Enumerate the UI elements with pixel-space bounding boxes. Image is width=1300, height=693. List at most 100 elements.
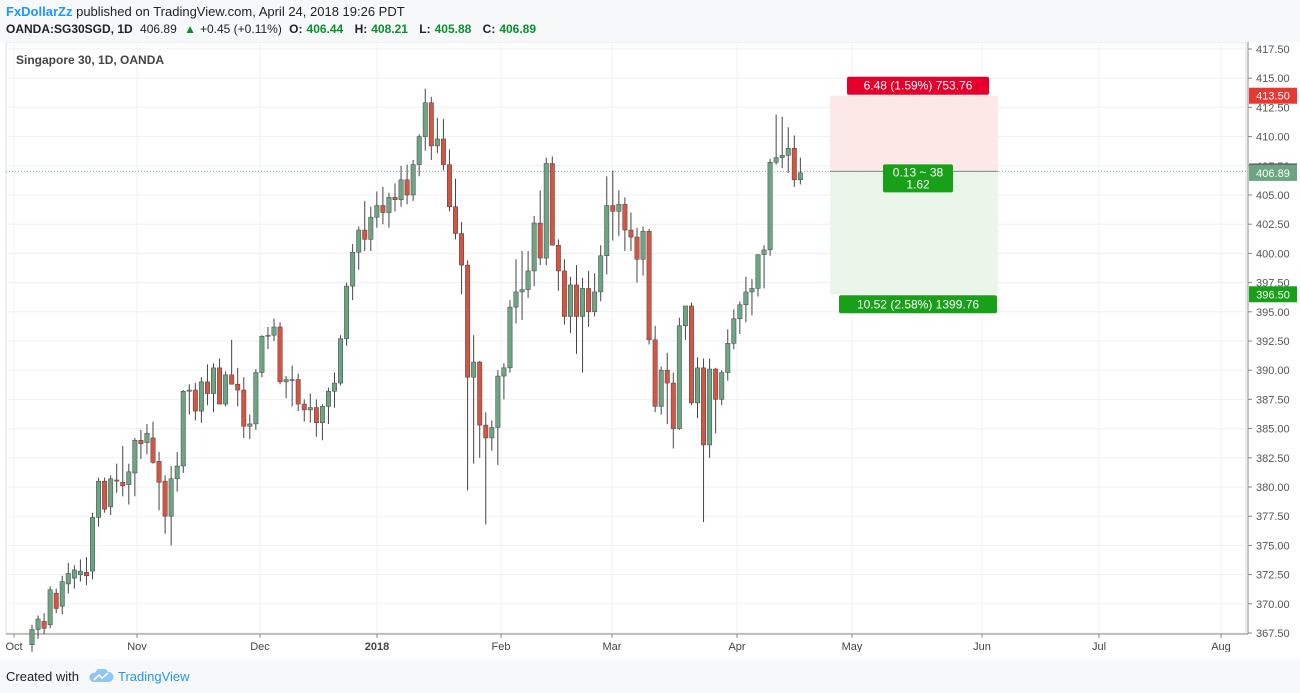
candle-body (531, 222, 537, 272)
candle-body (610, 205, 616, 212)
candle-body (622, 204, 628, 231)
candle-body (350, 251, 356, 287)
candle-body (453, 206, 458, 234)
candle-body (495, 375, 501, 428)
open-value: 406.44 (306, 22, 344, 36)
candle-body (319, 406, 325, 424)
y-tick-label: 375.00 (1256, 540, 1290, 552)
chart-header: FxDollarZz published on TradingView.com,… (0, 0, 1300, 42)
candle-body (223, 374, 229, 405)
price-tag (1249, 164, 1297, 181)
candle-body (713, 368, 719, 400)
author-link[interactable]: FxDollarZz (6, 4, 73, 19)
candle-body (277, 326, 283, 383)
candle-body (65, 573, 71, 585)
price-tag-label: 406.89 (1256, 168, 1290, 180)
y-tick-label: 390.00 (1256, 365, 1290, 377)
created-with-label: Created with (6, 669, 79, 684)
candle-body (283, 379, 289, 383)
publish-info: published on TradingView.com, April 24, … (76, 4, 405, 19)
chart-legend-title: Singapore 30, 1D, OANDA (16, 53, 165, 67)
candle-body (773, 157, 779, 163)
x-tick-label: Oct (5, 641, 22, 652)
candle-body (459, 233, 465, 266)
candle-body (543, 163, 549, 259)
candle-body (440, 138, 446, 165)
candle-body (489, 427, 495, 439)
candle-body (513, 291, 519, 308)
y-tick-label: 402.50 (1256, 219, 1290, 231)
x-tick-label: Dec (250, 641, 270, 652)
candle-body (198, 381, 204, 412)
close-value: 406.89 (499, 22, 537, 36)
candle-body (108, 478, 114, 508)
x-tick-label: Mar (603, 641, 622, 652)
candle-body (138, 440, 144, 445)
price-tag (1249, 286, 1297, 303)
candle-body (338, 338, 344, 384)
candle-body (29, 629, 35, 645)
candle-body (471, 361, 477, 378)
y-tick-label: 372.50 (1256, 570, 1290, 582)
candle-body (658, 369, 664, 407)
tradingview-link[interactable]: TradingView (118, 669, 190, 684)
candle-body (555, 244, 561, 272)
last-price: 406.89 (140, 22, 177, 36)
candle-body (616, 204, 622, 212)
publish-line: FxDollarZz published on TradingView.com,… (6, 4, 405, 19)
candle-body (144, 433, 150, 443)
candle-body (634, 236, 640, 260)
candle-body (235, 383, 241, 391)
candle-body (743, 291, 749, 306)
candle-body (229, 374, 235, 385)
y-tick-label: 380.00 (1256, 482, 1290, 494)
candle-body (313, 407, 319, 424)
candle-body (549, 163, 555, 246)
candle-body (604, 205, 610, 256)
plot-area (5, 42, 1247, 635)
candle-body (640, 230, 646, 260)
candle-body (628, 229, 634, 238)
close-label: C: (482, 22, 496, 36)
x-tick-label: Jul (1092, 641, 1106, 652)
candle-body (247, 423, 253, 427)
candle-body (35, 618, 41, 630)
candle-body (362, 229, 368, 240)
y-tick-label: 392.50 (1256, 336, 1290, 348)
risk-reward-label-box (883, 164, 953, 193)
candle-body (344, 285, 350, 339)
x-tick-label: Feb (492, 641, 511, 652)
candle-body (192, 389, 198, 412)
candle-body (525, 270, 531, 290)
candle-body (676, 325, 682, 429)
candle-body (132, 440, 138, 474)
candle-body (682, 305, 688, 327)
candle-body (289, 379, 295, 381)
candle-body (689, 305, 694, 404)
candle-body (102, 480, 108, 510)
candle-body (174, 465, 180, 480)
candle-body (271, 326, 277, 336)
high-value: 408.21 (371, 22, 408, 36)
candle-body (422, 102, 428, 137)
ohlc-line: OANDA:SG30SGD, 1D 406.89 ▲ +0.45 (+0.11%)… (6, 22, 544, 36)
risk-reward-label-text: 1.62 (906, 177, 930, 191)
candle-body (428, 102, 434, 147)
target-label-text: 10.52 (2.58%) 1399.76 (857, 297, 979, 311)
candle-body (205, 381, 210, 394)
candle-body (77, 570, 83, 575)
candle-body (162, 480, 168, 517)
low-label: L: (419, 22, 431, 36)
candle-body (392, 197, 398, 200)
candle-body (259, 336, 265, 373)
y-tick-label: 382.50 (1256, 453, 1290, 465)
candle-body (586, 288, 592, 313)
price-chart[interactable]: 367.50 370.00 372.50 375.00 377.50 380.00 382.… (0, 42, 1300, 652)
candle-body (332, 382, 337, 392)
y-tick-label: 395.00 (1256, 307, 1290, 319)
candle-body (120, 482, 126, 487)
candle-body (326, 390, 331, 407)
price-change: +0.45 (+0.11%) (199, 22, 282, 36)
x-tick-label: Jun (973, 641, 991, 652)
candle-body (217, 367, 223, 405)
